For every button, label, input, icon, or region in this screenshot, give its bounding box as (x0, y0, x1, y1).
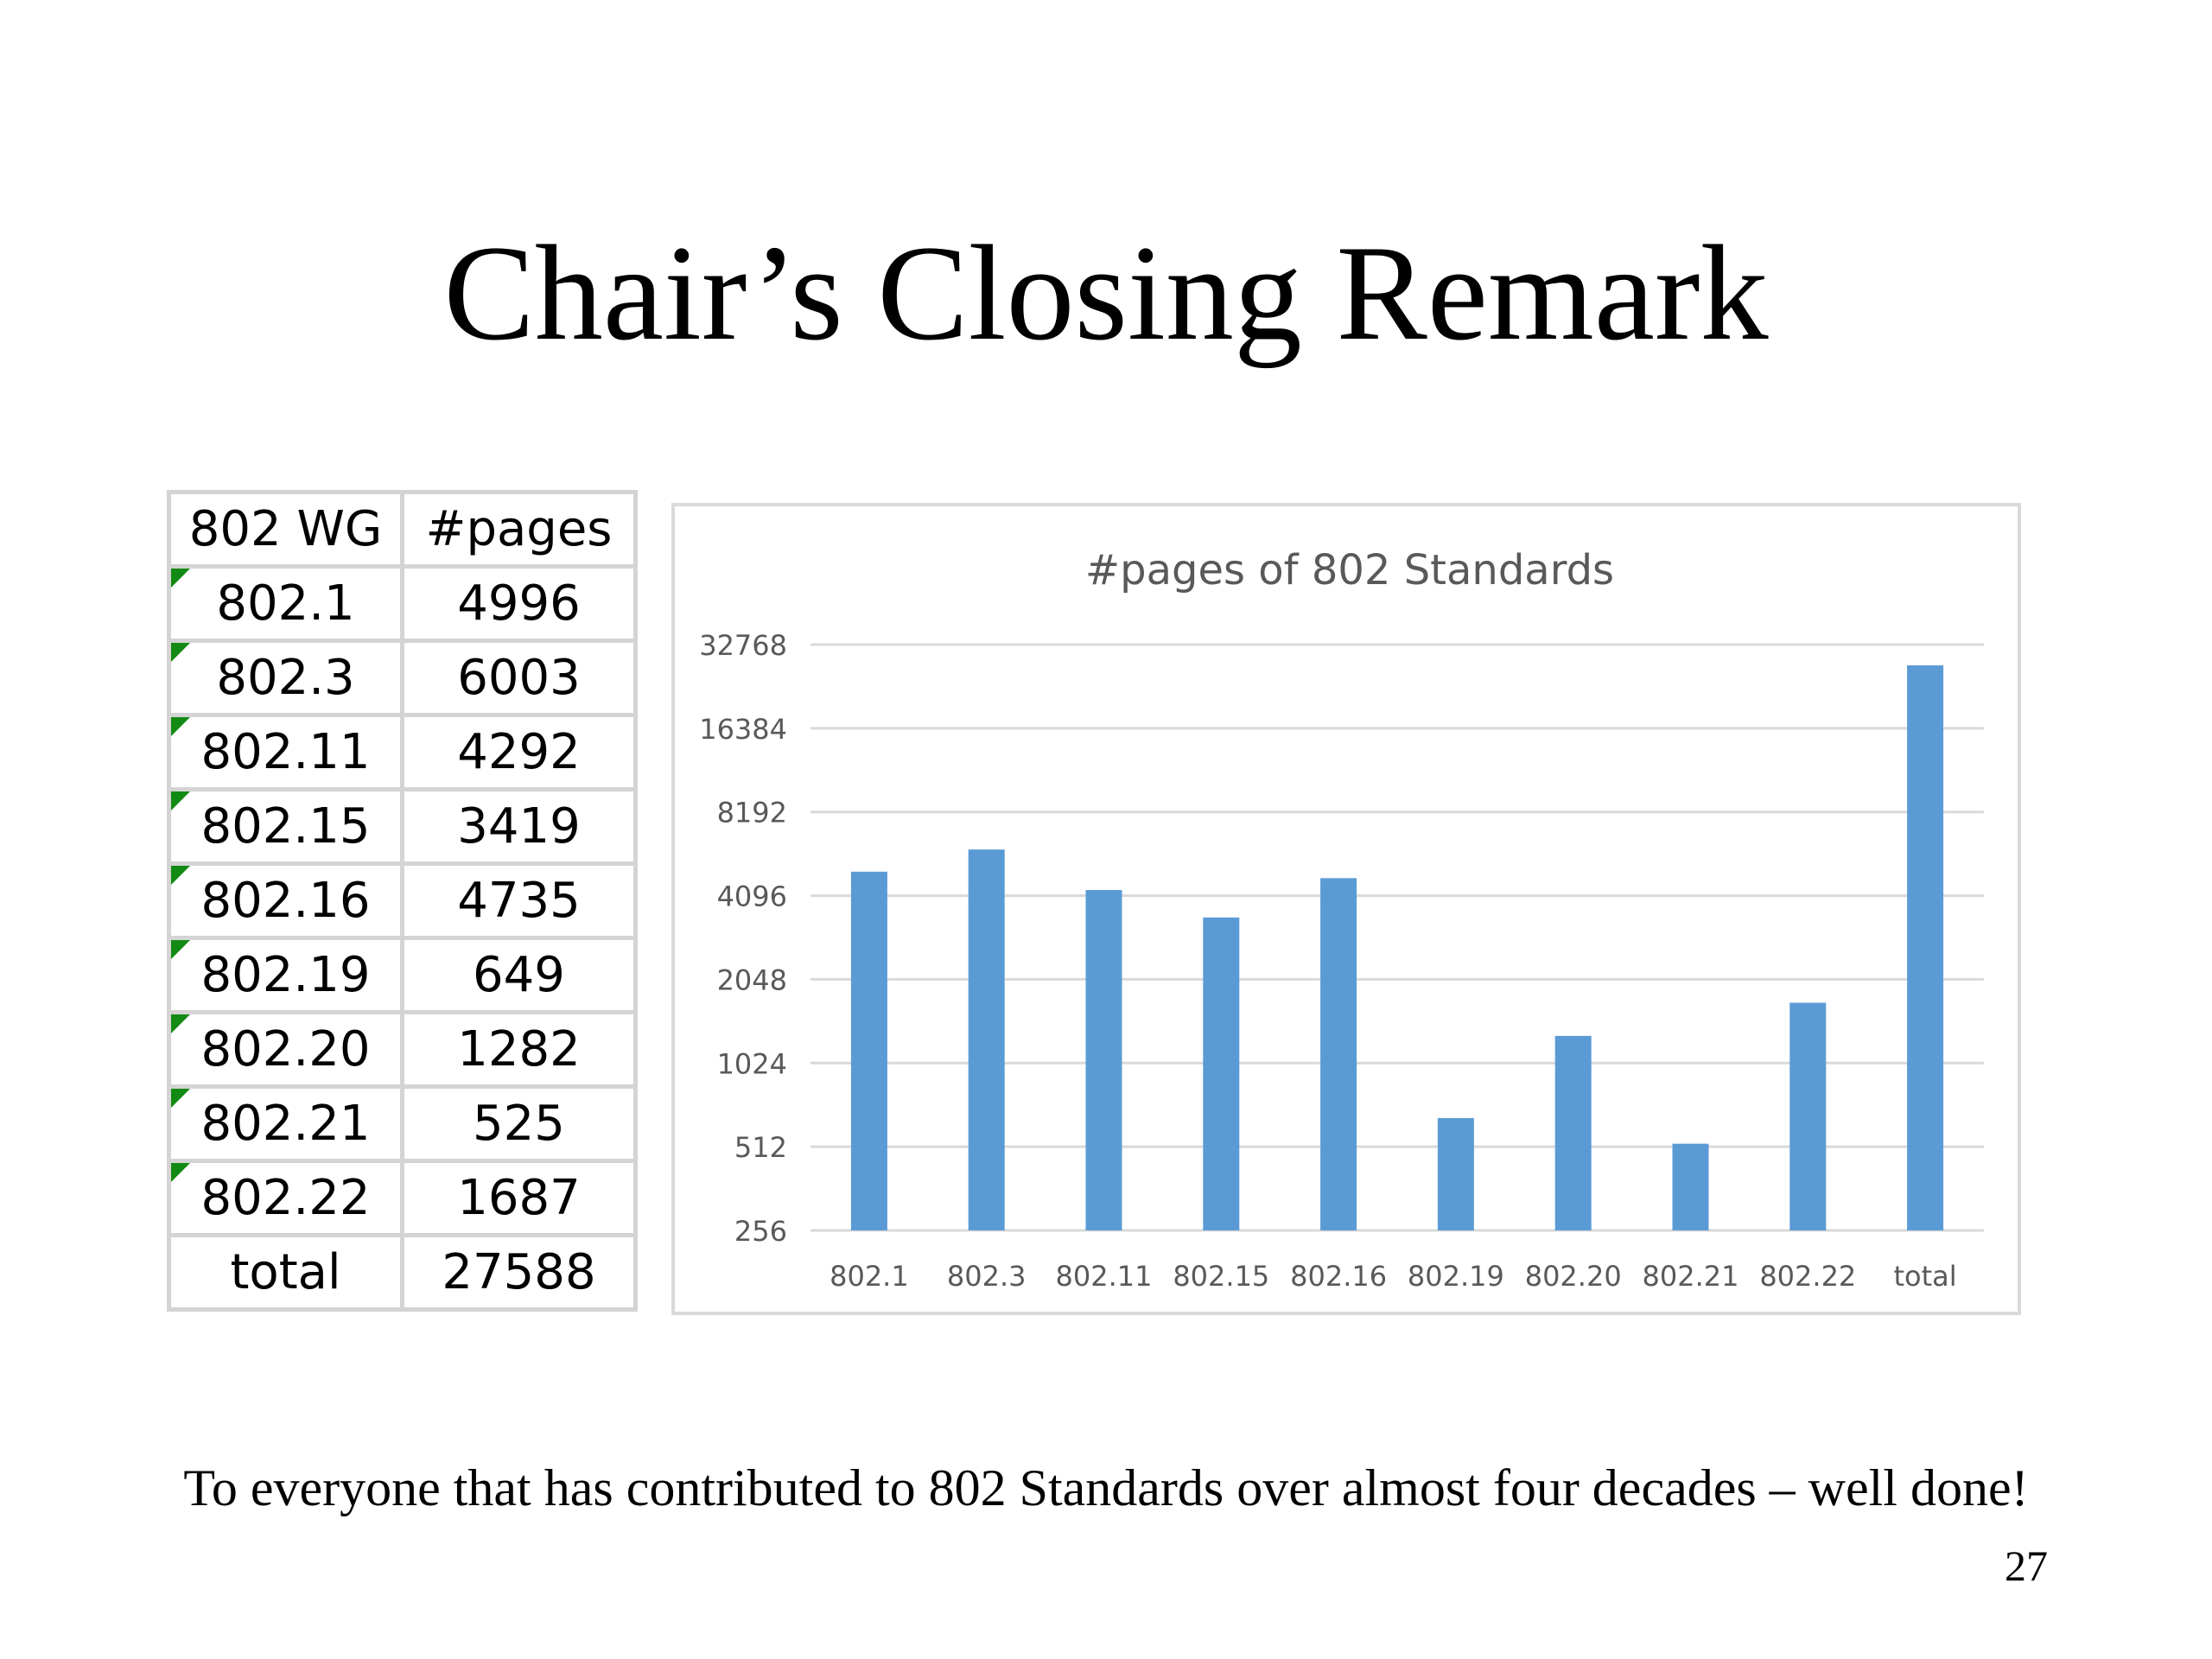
pages-cell: 3419 (400, 787, 638, 866)
table-row: 802.22 1687 (167, 1159, 638, 1237)
bar-802-3 (968, 849, 1005, 1230)
chart-title: #pages of 802 Standards (1085, 546, 1614, 594)
pages-cell: 1687 (400, 1159, 638, 1237)
table-row: 802.16 4735 (167, 861, 638, 940)
wg-cell: 802.3 (167, 639, 404, 717)
pages-cell: 4996 (400, 564, 638, 643)
bar-802-1 (850, 871, 887, 1230)
y-tick-label: 32768 (699, 629, 787, 662)
bar-total (1907, 665, 1944, 1230)
closing-message: To everyone that has contributed to 802 … (183, 1459, 2029, 1516)
x-tick-label: 802.1 (830, 1260, 909, 1293)
y-tick-label: 256 (734, 1215, 787, 1248)
y-tick-label: 2048 (717, 963, 787, 996)
table-row: 802.20 1282 (167, 1010, 638, 1089)
pages-cell: 649 (400, 936, 638, 1014)
y-tick-label: 8192 (717, 797, 787, 830)
pages-cell: 6003 (400, 639, 638, 717)
wg-cell: 802.16 (167, 861, 404, 940)
bar-802-15 (1203, 917, 1240, 1230)
slide-title: Chair’s Closing Remark (443, 218, 1769, 369)
wg-cell: 802.15 (167, 787, 404, 866)
table-row: 802.19 649 (167, 936, 638, 1014)
x-tick-label: 802.21 (1643, 1260, 1739, 1293)
x-tick-label: 802.22 (1759, 1260, 1856, 1293)
y-tick-label: 512 (734, 1131, 787, 1164)
wg-cell: 802.20 (167, 1010, 404, 1089)
pages-cell: 4292 (400, 713, 638, 791)
bar-802-22 (1789, 1002, 1827, 1230)
wg-cell: 802.21 (167, 1084, 404, 1163)
x-tick-label: 802.3 (947, 1260, 1027, 1293)
bar-802-21 (1672, 1143, 1709, 1230)
pages-cell: 27588 (400, 1233, 638, 1312)
table-row: 802.11 4292 (167, 713, 638, 791)
wg-cell: 802.19 (167, 936, 404, 1014)
x-tick-label: 802.20 (1525, 1260, 1622, 1293)
pages-cell: 525 (400, 1084, 638, 1163)
table-row: 802.3 6003 (167, 639, 638, 717)
y-tick-label: 16384 (699, 713, 787, 746)
bar-802-19 (1437, 1118, 1474, 1230)
bar-802-11 (1085, 890, 1122, 1230)
x-tick-label: total (1894, 1260, 1957, 1293)
header-cell-wg: 802 WG (167, 490, 404, 569)
y-tick-label: 1024 (717, 1047, 787, 1080)
pages-cell: 4735 (400, 861, 638, 940)
bar-802-16 (1320, 878, 1357, 1230)
chart-svg: #pages of 802 Standards 256 512 1024 2048 409… (699, 546, 1984, 1293)
wg-cell: 802.22 (167, 1159, 404, 1237)
pages-cell: 1282 (400, 1010, 638, 1089)
table-body: 802 WG #pages 802.1 4996 802.3 6003 802.11 42… (167, 490, 638, 1312)
table-row: total 27588 (167, 1233, 638, 1312)
x-tick-label: 802.11 (1056, 1260, 1153, 1293)
x-tick-label: 802.19 (1408, 1260, 1504, 1293)
page-number: 27 (2005, 1541, 2048, 1590)
wg-cell: total (167, 1233, 404, 1312)
bar-802-20 (1554, 1035, 1592, 1230)
table-row: 802.21 525 (167, 1084, 638, 1163)
pages-chart: #pages of 802 Standards 256 512 1024 2048 409… (671, 503, 2021, 1315)
x-tick-label: 802.16 (1290, 1260, 1387, 1293)
wg-cell: 802.1 (167, 564, 404, 643)
table-row: 802.1 4996 (167, 564, 638, 643)
table-row: 802.15 3419 (167, 787, 638, 866)
wg-pages-table: 802 WG #pages 802.1 4996 802.3 6003 802.11 42… (167, 490, 638, 1312)
header-cell-pages: #pages (400, 490, 638, 569)
table-header-row: 802 WG #pages (167, 490, 638, 569)
x-tick-label: 802.15 (1173, 1260, 1269, 1293)
wg-cell: 802.11 (167, 713, 404, 791)
y-tick-label: 4096 (717, 880, 787, 913)
